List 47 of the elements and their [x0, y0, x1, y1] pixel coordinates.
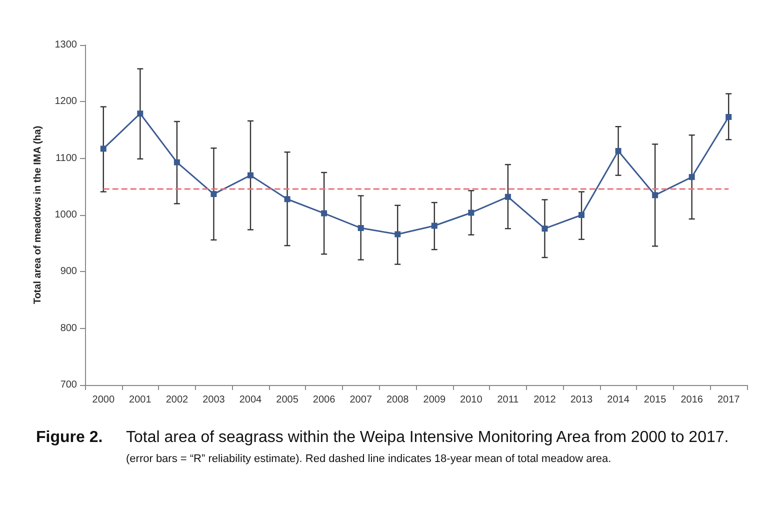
- x-tick-label: 2007: [350, 394, 372, 406]
- x-tick-label: 2003: [202, 394, 226, 406]
- x-tick-label: 2012: [534, 394, 556, 406]
- x-tick-label: 2006: [312, 394, 336, 406]
- y-tick-label: 1100: [55, 152, 78, 164]
- caption: Figure 2.: [36, 428, 104, 448]
- x-tick-label: 2005: [276, 394, 299, 406]
- text: Total area of seagrass within the Weipa Intensive Monitoring Area from 2000 to 2017.: [126, 429, 729, 446]
- x-tick-label: 2014: [607, 394, 630, 406]
- x-tick-label: 2016: [680, 394, 704, 406]
- point: [468, 210, 474, 216]
- y-tick-label: 1000: [54, 210, 78, 220]
- x-tick-label: 2015: [644, 394, 667, 406]
- y-axis-title: Total area of meadows in the IMA (ha): [32, 126, 44, 304]
- point: [248, 172, 254, 178]
- x-tick-label: 2017: [717, 394, 740, 406]
- y-tick-label: 700: [60, 380, 78, 390]
- y-tick-label: 900: [60, 266, 78, 278]
- x-tick-label: 2013: [570, 394, 594, 406]
- point: [210, 191, 217, 198]
- point: [394, 231, 401, 238]
- y-tick-label: 1200: [54, 96, 78, 108]
- x-tick-label: 2008: [386, 394, 410, 406]
- point: [284, 196, 290, 202]
- x-tick-label: 2004: [239, 394, 262, 406]
- point: [578, 212, 584, 218]
- point: [542, 226, 548, 232]
- point: [504, 194, 511, 200]
- x-tick-label: 2001: [129, 394, 152, 406]
- x-tick-label: 2002: [166, 394, 189, 406]
- y-tick-label: 800: [60, 322, 78, 334]
- point: [431, 222, 438, 229]
- point: [688, 174, 695, 180]
- point: [100, 146, 106, 152]
- point: [652, 192, 658, 198]
- y-tick-label: 1300: [54, 40, 78, 50]
- x-tick-label: 2011: [497, 394, 520, 406]
- point: [726, 114, 732, 120]
- x-tick-label: 2010: [460, 394, 483, 406]
- point: [137, 110, 144, 117]
- point: [358, 225, 364, 232]
- point: [174, 159, 180, 166]
- text: (error bars = “R” reliability estimate). Red dashed line indicates 18-year mean of total meadow area.: [126, 453, 612, 465]
- point: [615, 148, 622, 154]
- point: [321, 210, 328, 216]
- x-tick-label: 2000: [92, 394, 115, 406]
- x-tick-label: 2009: [423, 394, 446, 406]
